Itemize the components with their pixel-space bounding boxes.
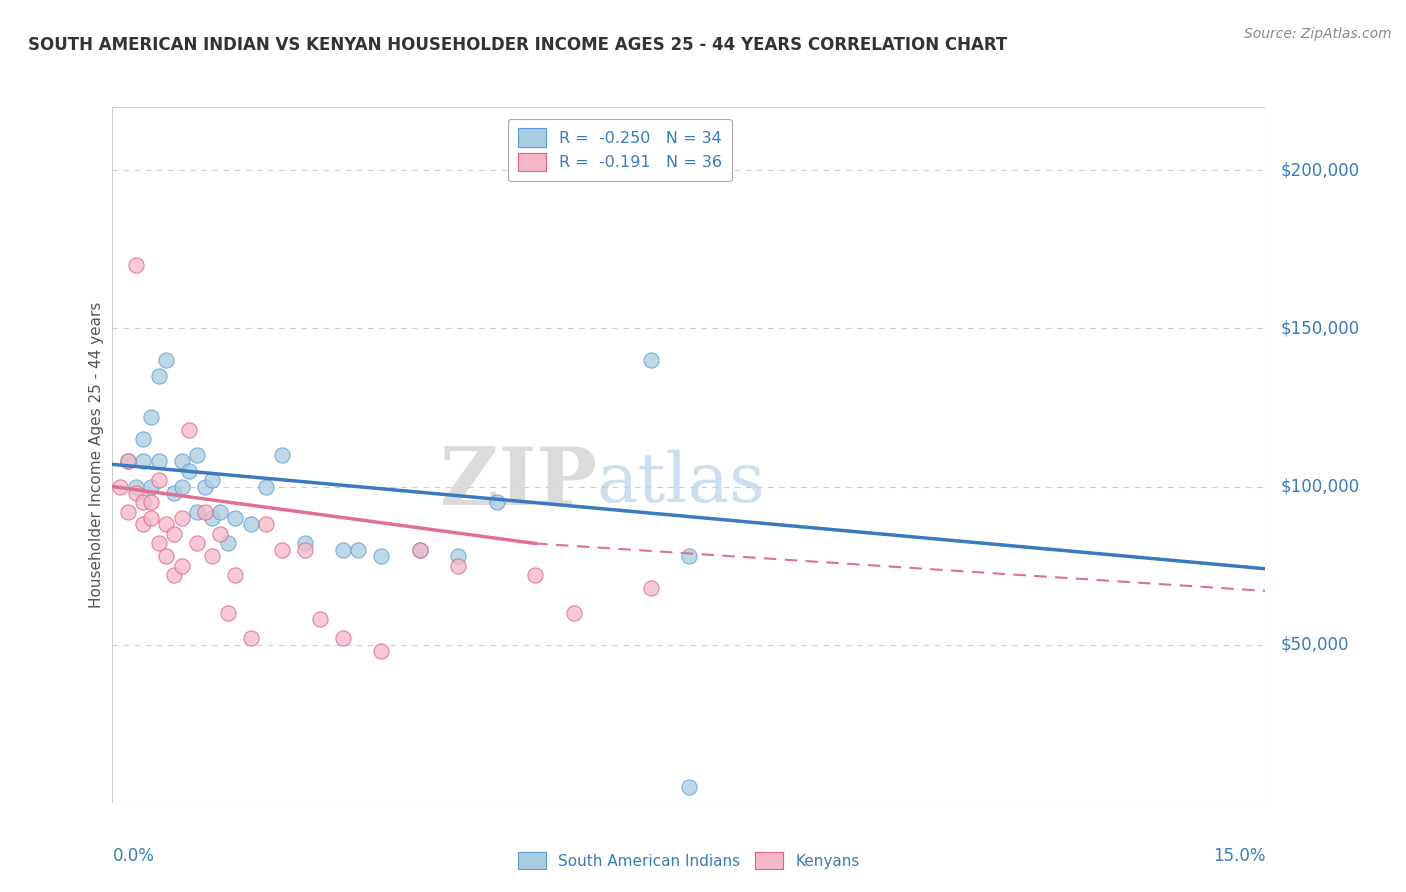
Point: [186, 448, 208, 462]
Point: [309, 612, 332, 626]
Point: [562, 606, 585, 620]
Point: [170, 454, 193, 468]
Point: [201, 549, 224, 563]
Point: [170, 558, 193, 573]
Point: [640, 353, 662, 368]
Point: [270, 448, 292, 462]
Point: [132, 454, 155, 468]
Point: [124, 486, 146, 500]
Point: [155, 353, 177, 368]
Point: [201, 511, 224, 525]
Text: 15.0%: 15.0%: [1213, 847, 1265, 865]
Point: [139, 409, 162, 424]
Point: [678, 780, 700, 794]
Point: [148, 454, 170, 468]
Text: SOUTH AMERICAN INDIAN VS KENYAN HOUSEHOLDER INCOME AGES 25 - 44 YEARS CORRELATIO: SOUTH AMERICAN INDIAN VS KENYAN HOUSEHOL…: [28, 36, 1007, 54]
Point: [132, 432, 155, 446]
Point: [194, 479, 217, 493]
Point: [254, 517, 277, 532]
Point: [117, 454, 139, 468]
Point: [524, 568, 547, 582]
Point: [132, 495, 155, 509]
Point: [370, 549, 392, 563]
Point: [163, 527, 186, 541]
Point: [640, 581, 662, 595]
Point: [170, 479, 193, 493]
Text: ZIP: ZIP: [440, 443, 596, 522]
Point: [678, 549, 700, 563]
Point: [209, 527, 232, 541]
Point: [148, 536, 170, 550]
Text: $100,000: $100,000: [1281, 477, 1360, 496]
Point: [170, 511, 193, 525]
Point: [117, 454, 139, 468]
Point: [485, 495, 508, 509]
Point: [139, 479, 162, 493]
Point: [117, 505, 139, 519]
Point: [139, 511, 162, 525]
Point: [186, 505, 208, 519]
Point: [186, 536, 208, 550]
Point: [409, 542, 432, 557]
Point: [224, 568, 246, 582]
Text: $150,000: $150,000: [1281, 319, 1360, 337]
Point: [124, 258, 146, 272]
Point: [163, 486, 186, 500]
Point: [179, 464, 201, 478]
Point: [332, 632, 354, 646]
Point: [155, 549, 177, 563]
Point: [294, 536, 316, 550]
Point: [370, 644, 392, 658]
Point: [409, 542, 432, 557]
Point: [217, 606, 239, 620]
Point: [179, 423, 201, 437]
Point: [194, 505, 217, 519]
Point: [224, 511, 246, 525]
Point: [148, 473, 170, 487]
Point: [209, 505, 232, 519]
Text: 0.0%: 0.0%: [112, 847, 155, 865]
Legend: R =  -0.250   N = 34, R =  -0.191   N = 36: R = -0.250 N = 34, R = -0.191 N = 36: [508, 119, 731, 181]
Text: atlas: atlas: [596, 450, 766, 516]
Point: [254, 479, 277, 493]
Point: [447, 549, 470, 563]
Point: [294, 542, 316, 557]
Legend: South American Indians, Kenyans: South American Indians, Kenyans: [512, 846, 866, 875]
Point: [163, 568, 186, 582]
Point: [148, 368, 170, 383]
Text: Source: ZipAtlas.com: Source: ZipAtlas.com: [1244, 27, 1392, 41]
Point: [347, 542, 370, 557]
Point: [139, 495, 162, 509]
Y-axis label: Householder Income Ages 25 - 44 years: Householder Income Ages 25 - 44 years: [89, 301, 104, 608]
Point: [447, 558, 470, 573]
Text: $200,000: $200,000: [1281, 161, 1360, 179]
Point: [217, 536, 239, 550]
Point: [239, 517, 262, 532]
Point: [201, 473, 224, 487]
Point: [132, 517, 155, 532]
Text: $50,000: $50,000: [1281, 636, 1350, 654]
Point: [108, 479, 131, 493]
Point: [124, 479, 146, 493]
Point: [332, 542, 354, 557]
Point: [155, 517, 177, 532]
Point: [270, 542, 292, 557]
Point: [239, 632, 262, 646]
